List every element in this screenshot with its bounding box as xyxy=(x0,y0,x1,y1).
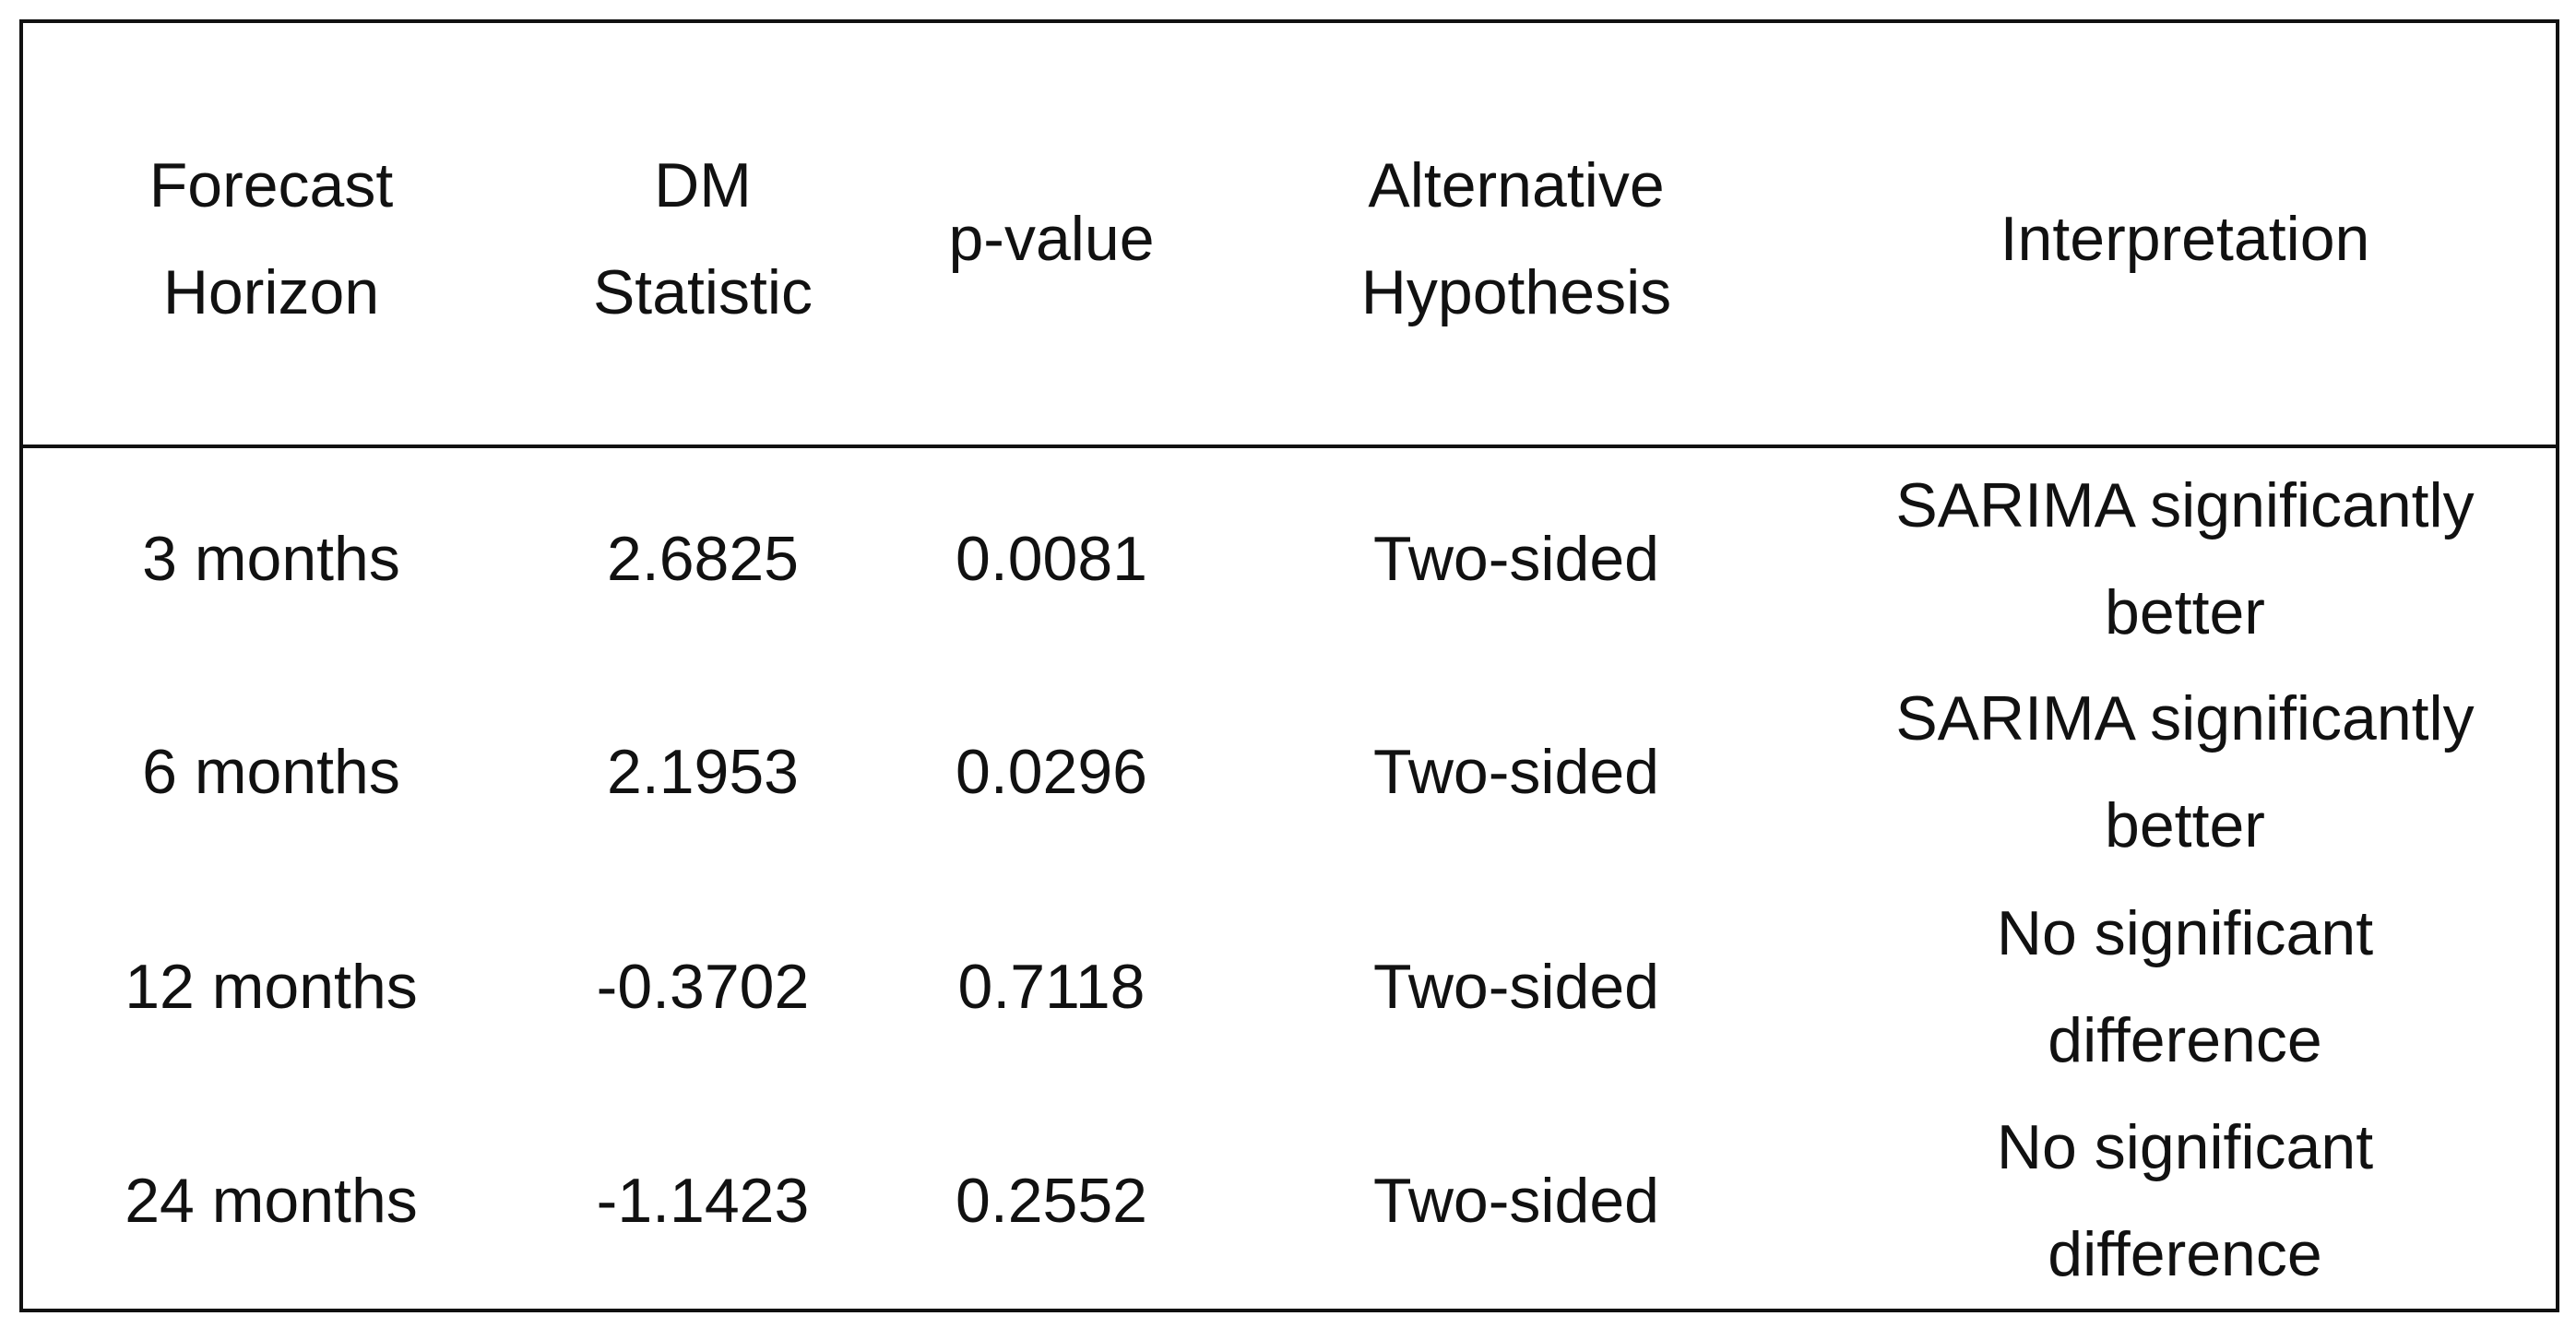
table-border xyxy=(19,19,2559,1312)
table-cell: 3 months xyxy=(142,524,400,594)
table-cell: Two-sided xyxy=(1373,1166,1659,1236)
table-cell: SARIMA significantly better xyxy=(1895,470,2475,647)
header-cell: DM Statistic xyxy=(592,150,813,327)
table-cell: 12 months xyxy=(125,952,418,1022)
table-cell: Two-sided xyxy=(1373,737,1659,807)
table-cell: Two-sided xyxy=(1373,952,1659,1022)
table-cell: 2.6825 xyxy=(607,524,799,594)
header-cell: p-value xyxy=(948,204,1155,274)
table-cell: No significant difference xyxy=(1996,898,2374,1075)
table-cell: SARIMA significantly better xyxy=(1895,683,2475,860)
header-rule xyxy=(19,445,2559,448)
table-cell: -0.3702 xyxy=(596,952,810,1022)
table-cell: 24 months xyxy=(125,1166,418,1236)
table-cell: 0.0081 xyxy=(956,524,1147,594)
table-cell: 0.2552 xyxy=(956,1166,1147,1236)
header-cell: Interpretation xyxy=(2000,204,2370,274)
table-cell: Two-sided xyxy=(1373,524,1659,594)
table-cell: 0.7118 xyxy=(957,952,1146,1022)
table-cell: 0.0296 xyxy=(956,737,1147,807)
table-cell: -1.1423 xyxy=(596,1166,810,1236)
table-cell: 6 months xyxy=(142,737,400,807)
header-cell: Forecast Horizon xyxy=(148,150,394,327)
table-cell: No significant difference xyxy=(1996,1112,2374,1289)
table-cell: 2.1953 xyxy=(607,737,799,807)
header-cell: Alternative Hypothesis xyxy=(1360,150,1672,327)
